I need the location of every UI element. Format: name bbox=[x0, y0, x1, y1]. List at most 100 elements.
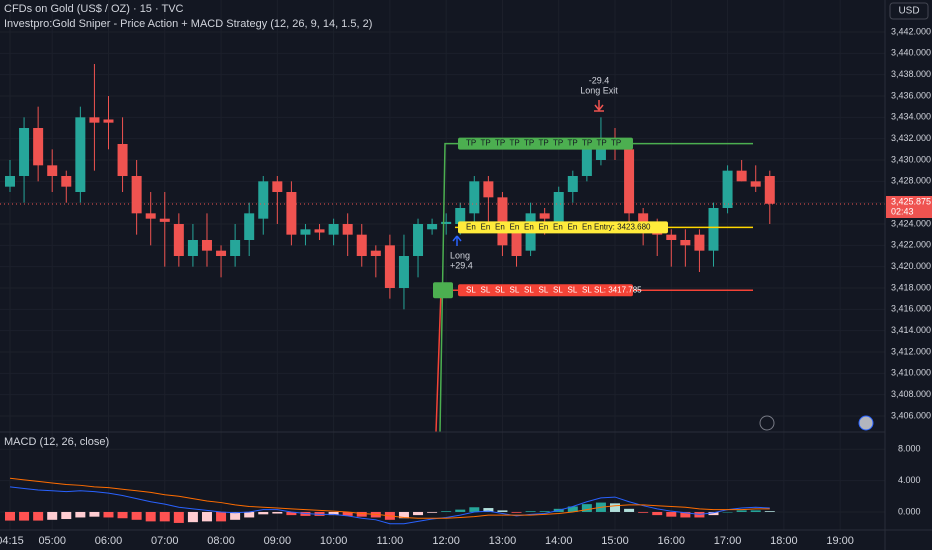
macd-histogram bbox=[356, 511, 367, 517]
flag-icon[interactable] bbox=[858, 415, 874, 431]
sl-tag: SL bbox=[553, 285, 563, 294]
last-price-box bbox=[886, 196, 932, 218]
macd-histogram bbox=[159, 511, 170, 522]
y-tick-label: 3,440.000 bbox=[891, 48, 931, 58]
candle-body bbox=[314, 229, 325, 233]
candle-body bbox=[398, 256, 409, 288]
candle-body bbox=[370, 250, 381, 256]
macd-histogram bbox=[483, 508, 494, 512]
candle-body bbox=[666, 234, 677, 240]
candle-body bbox=[680, 240, 691, 246]
candle-body bbox=[356, 234, 367, 256]
macd-histogram bbox=[511, 511, 522, 513]
macd-histogram bbox=[652, 511, 663, 516]
y-tick-label: 3,436.000 bbox=[891, 90, 931, 100]
tp-box bbox=[458, 137, 633, 150]
macd-histogram bbox=[666, 511, 677, 517]
macd-histogram bbox=[413, 511, 424, 516]
macd-histogram bbox=[117, 511, 128, 519]
candle-body bbox=[764, 176, 775, 204]
macd-histogram bbox=[455, 509, 466, 512]
candle-body bbox=[61, 176, 72, 187]
candle-body bbox=[413, 224, 424, 256]
x-tick-label: 10:00 bbox=[320, 535, 348, 547]
candle-body bbox=[539, 213, 550, 219]
candle-body bbox=[19, 128, 30, 176]
x-tick-label: 16:00 bbox=[658, 535, 686, 547]
entry-tag: En bbox=[510, 223, 520, 232]
x-tick-label: 15:00 bbox=[601, 535, 629, 547]
candle-body bbox=[483, 181, 494, 198]
currency-box[interactable] bbox=[889, 2, 929, 20]
sl-label: SL: 3417.785 bbox=[594, 285, 642, 294]
sl-tag: SL bbox=[524, 285, 534, 294]
trade-value: -29.4 bbox=[589, 75, 610, 85]
macd-histogram bbox=[638, 511, 649, 513]
candle-body bbox=[286, 192, 297, 235]
price-axis bbox=[885, 0, 932, 550]
candle-body bbox=[5, 176, 15, 187]
y-tick-label: 3,434.000 bbox=[891, 112, 931, 122]
candle-body bbox=[567, 176, 578, 192]
sl-tag: SL bbox=[582, 285, 592, 294]
macd-histogram bbox=[272, 511, 283, 514]
candle-body bbox=[342, 224, 353, 235]
macd-histogram bbox=[680, 511, 691, 518]
macd-histogram bbox=[244, 511, 255, 518]
tp-tag: TP bbox=[539, 139, 549, 148]
x-tick-label: 18:00 bbox=[770, 535, 798, 547]
sl-tag: SL bbox=[495, 285, 505, 294]
x-tick-label: 08:00 bbox=[207, 535, 235, 547]
y-tick-label: 4.000 bbox=[898, 475, 921, 485]
candle-body bbox=[75, 117, 86, 192]
macd-line bbox=[9, 477, 770, 519]
macd-histogram bbox=[525, 511, 536, 512]
candle-body bbox=[103, 119, 114, 123]
entry-tag: En bbox=[495, 223, 505, 232]
sl-tag: SL bbox=[481, 285, 491, 294]
candle-body bbox=[455, 208, 466, 224]
x-tick-label: 14:00 bbox=[545, 535, 573, 547]
macd-histogram bbox=[19, 511, 30, 521]
macd-title: MACD (12, 26, close) bbox=[4, 436, 109, 448]
y-tick-label: 3,430.000 bbox=[891, 154, 931, 164]
entry-box bbox=[458, 221, 668, 234]
candle-body bbox=[736, 170, 747, 182]
macd-histogram bbox=[230, 511, 241, 520]
x-tick-label: 19:00 bbox=[826, 535, 854, 547]
trade-label: Long bbox=[450, 250, 470, 260]
entry-tag: En bbox=[568, 223, 578, 232]
candle-body bbox=[708, 208, 719, 251]
macd-histogram bbox=[5, 511, 15, 521]
alert-icon[interactable] bbox=[759, 415, 775, 431]
macd-histogram bbox=[342, 511, 353, 516]
macd-histogram bbox=[398, 511, 409, 519]
macd-histogram bbox=[47, 511, 58, 520]
y-tick-label: 3,414.000 bbox=[891, 325, 931, 335]
macd-histogram bbox=[61, 511, 72, 520]
entry-tag: En bbox=[524, 223, 534, 232]
macd-histogram bbox=[89, 511, 100, 517]
tp-tag: TP bbox=[611, 139, 621, 148]
tp-tag: TP bbox=[582, 139, 592, 148]
candle-body bbox=[469, 181, 480, 214]
tp-tag: TP bbox=[466, 139, 476, 148]
candle-body bbox=[244, 213, 255, 240]
x-tick-label: 13:00 bbox=[489, 535, 517, 547]
entry-tag: En bbox=[539, 223, 549, 232]
entry-label: Entry: 3423.680 bbox=[594, 223, 651, 232]
x-tick-label: 06:00 bbox=[95, 535, 123, 547]
macd-histogram bbox=[173, 511, 184, 523]
x-tick-label: 09:00 bbox=[264, 535, 292, 547]
macd-histogram bbox=[75, 511, 86, 518]
macd-histogram bbox=[567, 506, 578, 512]
entry-tag: En bbox=[466, 223, 476, 232]
candle-body bbox=[553, 192, 564, 224]
candle-body bbox=[159, 218, 170, 222]
candle-body bbox=[47, 165, 58, 176]
x-tick-label: 12:00 bbox=[432, 535, 460, 547]
macd-line bbox=[9, 486, 770, 525]
y-tick-label: 8.000 bbox=[898, 444, 921, 454]
